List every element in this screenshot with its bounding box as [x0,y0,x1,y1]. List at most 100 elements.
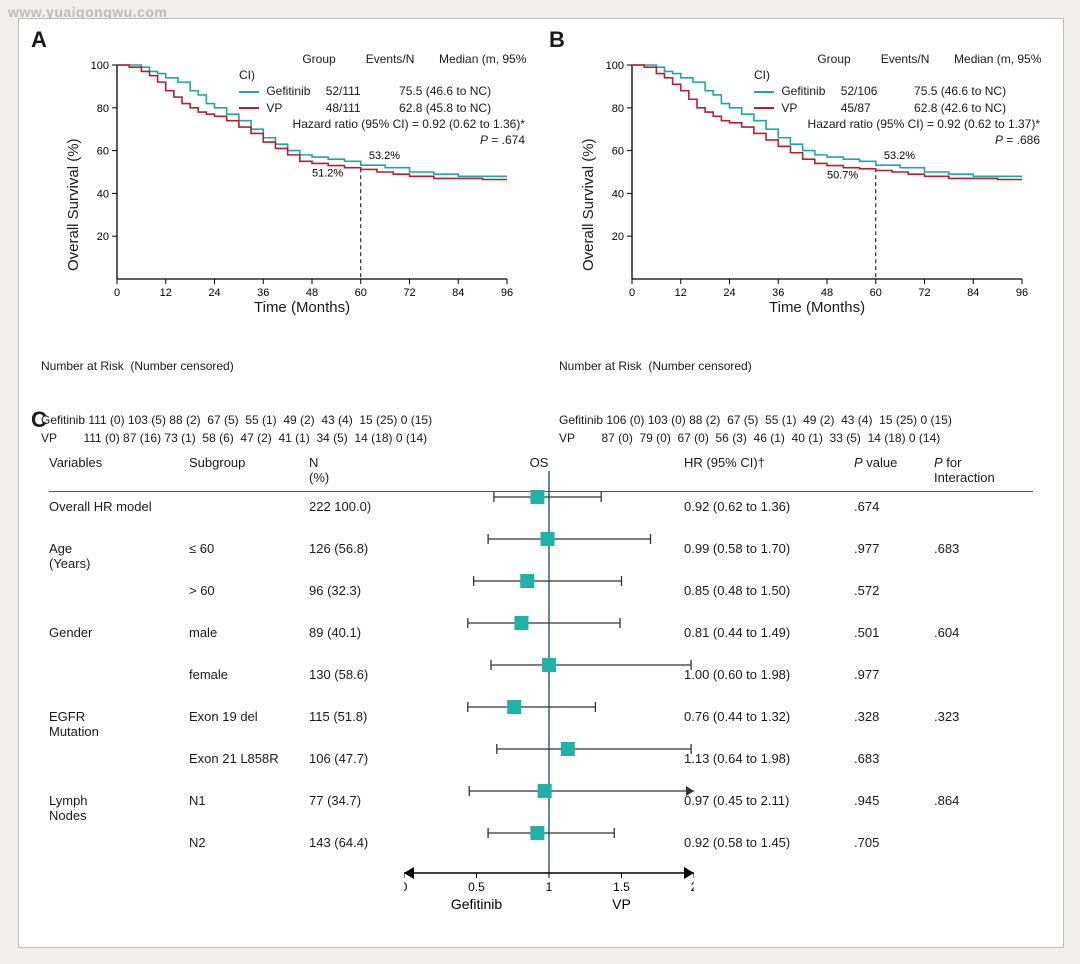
hdr-p: P value [854,455,934,470]
cell-p: .945 [854,793,934,808]
cell-hr: 0.76 (0.44 to 1.32) [684,709,854,724]
svg-text:12: 12 [160,287,172,299]
svg-text:VP: VP [612,896,631,912]
hdr-hr: HR (95% CI)† [684,455,854,470]
svg-text:1.5: 1.5 [613,880,630,894]
cell-hr: 0.97 (0.45 to 2.11) [684,793,854,808]
svg-text:20: 20 [612,231,624,243]
svg-text:Gefitinib: Gefitinib [451,896,503,912]
svg-text:60: 60 [355,287,367,299]
svg-text:80: 80 [612,103,624,115]
cell-n: 115 (51.8) [309,709,394,724]
svg-text:80: 80 [97,103,109,115]
panel-a-med1: 62.8 (45.8 to NC) [399,101,491,115]
risk-row: VP 87 (0) 79 (0) 67 (0) 56 (3) 46 (1) 40… [559,429,959,447]
svg-text:24: 24 [208,287,220,299]
svg-text:72: 72 [403,287,415,299]
panel-b: 204060801000122436486072849653.2%50.7% O… [574,47,1044,317]
panel-b-p: .686 [1017,133,1040,147]
panel-b-group1: VP [781,100,837,116]
panel-a: 204060801000122436486072849653.2%51.2% O… [59,47,529,317]
cell-n: 130 (58.6) [309,667,394,682]
cell-pint: .683 [934,541,1014,556]
panel-a-hr: Hazard ratio (95% CI) = 0.92 (0.62 to 1.… [239,116,529,132]
svg-text:84: 84 [967,287,979,299]
svg-text:12: 12 [675,287,687,299]
svg-text:96: 96 [1016,287,1028,299]
svg-text:84: 84 [452,287,464,299]
forest-row: LymphNodesN177 (34.7)0.97 (0.45 to 2.11)… [49,786,1033,828]
svg-text:100: 100 [91,60,109,72]
hdr-os: OS [394,455,684,470]
cell-hr: 1.00 (0.60 to 1.98) [684,667,854,682]
cell-hr: 0.81 (0.44 to 1.49) [684,625,854,640]
forest-row: Exon 21 L858R106 (47.7) 1.13 (0.64 to 1.9… [49,744,1033,786]
svg-text:60: 60 [870,287,882,299]
svg-text:0: 0 [404,880,408,894]
panel-b-ev1: 45/87 [841,100,911,116]
panel-a-ylabel: Overall Survival (%) [65,138,82,271]
cell-subgroup: male [189,625,309,640]
svg-text:72: 72 [918,287,930,299]
panel-a-ev1: 48/111 [326,100,396,116]
panel-b-med0: 75.5 (46.6 to NC) [914,84,1006,98]
forest-row: Overall HR model 222 100.0) 0.92 (0.62 to … [49,492,1033,534]
forest-header: Variables Subgroup N(%) OS HR (95% CI)† … [49,449,1033,492]
panel-a-ev0: 52/111 [326,83,396,99]
gefitinib-line-icon [239,91,259,93]
svg-text:0: 0 [629,287,635,299]
svg-text:48: 48 [306,287,318,299]
svg-text:40: 40 [97,188,109,200]
forest-row: N2143 (64.4)0.92 (0.58 to 1.45).705 [49,828,1033,870]
forest-row: female130 (58.6) 1.00 (0.60 to 1.98).977 [49,660,1033,702]
cell-pint: .604 [934,625,1014,640]
svg-text:53.2%: 53.2% [369,150,400,162]
panel-c-label: C [31,407,47,433]
panel-a-group1: VP [266,100,322,116]
panel-b-legend: Group Events/N Median (m, 95% CI) Gefiti… [754,51,1044,148]
panel-b-ev0: 52/106 [841,83,911,99]
forest-row: > 6096 (32.3)0.85 (0.48 to 1.50).572 [49,576,1033,618]
cell-p: .977 [854,541,934,556]
cell-n: 96 (32.3) [309,583,394,598]
svg-text:20: 20 [97,231,109,243]
svg-text:50.7%: 50.7% [827,169,858,181]
svg-text:60: 60 [97,146,109,158]
gefitinib-line-icon-b [754,91,774,93]
cell-hr: 1.13 (0.64 to 1.98) [684,751,854,766]
cell-n: 126 (56.8) [309,541,394,556]
cell-p: .977 [854,667,934,682]
svg-text:36: 36 [772,287,784,299]
hdr-n: N(%) [309,455,394,485]
cell-p: .683 [854,751,934,766]
risk-row: Gefitinib 111 (0) 103 (5) 88 (2) 67 (5) … [41,411,439,429]
cell-variable: EGFRMutation [49,709,189,739]
svg-text:48: 48 [821,287,833,299]
vp-line-icon [239,107,259,109]
legend-col-events-b: Events/N [881,51,951,67]
cell-p: .674 [854,499,934,514]
hdr-variables: Variables [49,455,189,470]
panel-a-legend: Group Events/N Median (m, 95% CI) Gefiti… [239,51,529,148]
svg-text:53.2%: 53.2% [884,150,915,162]
risk-row: VP 111 (0) 87 (16) 73 (1) 58 (6) 47 (2) … [41,429,439,447]
legend-col-group: Group [302,51,362,67]
cell-p: .572 [854,583,934,598]
risk-title-b: Number at Risk (Number censored) [559,357,959,375]
cell-n: 106 (47.7) [309,751,394,766]
figure-container: A 204060801000122436486072849653.2%51.2%… [18,18,1064,948]
cell-variable: Overall HR model [49,499,189,514]
svg-text:1: 1 [546,880,553,894]
hdr-pi: P forInteraction [934,455,1014,485]
svg-text:60: 60 [612,146,624,158]
cell-n: 222 100.0) [309,499,394,514]
cell-subgroup: ≤ 60 [189,541,309,556]
cell-subgroup: female [189,667,309,682]
svg-text:2: 2 [691,880,694,894]
cell-subgroup: Exon 21 L858R [189,751,309,766]
forest-row: Age(Years)≤ 60126 (56.8)0.99 (0.58 to 1.… [49,534,1033,576]
cell-n: 143 (64.4) [309,835,394,850]
forest-row: EGFRMutationExon 19 del115 (51.8)0.76 (0… [49,702,1033,744]
cell-hr: 0.92 (0.62 to 1.36) [684,499,854,514]
risk-row: Gefitinib 106 (0) 103 (0) 88 (2) 67 (5) … [559,411,959,429]
